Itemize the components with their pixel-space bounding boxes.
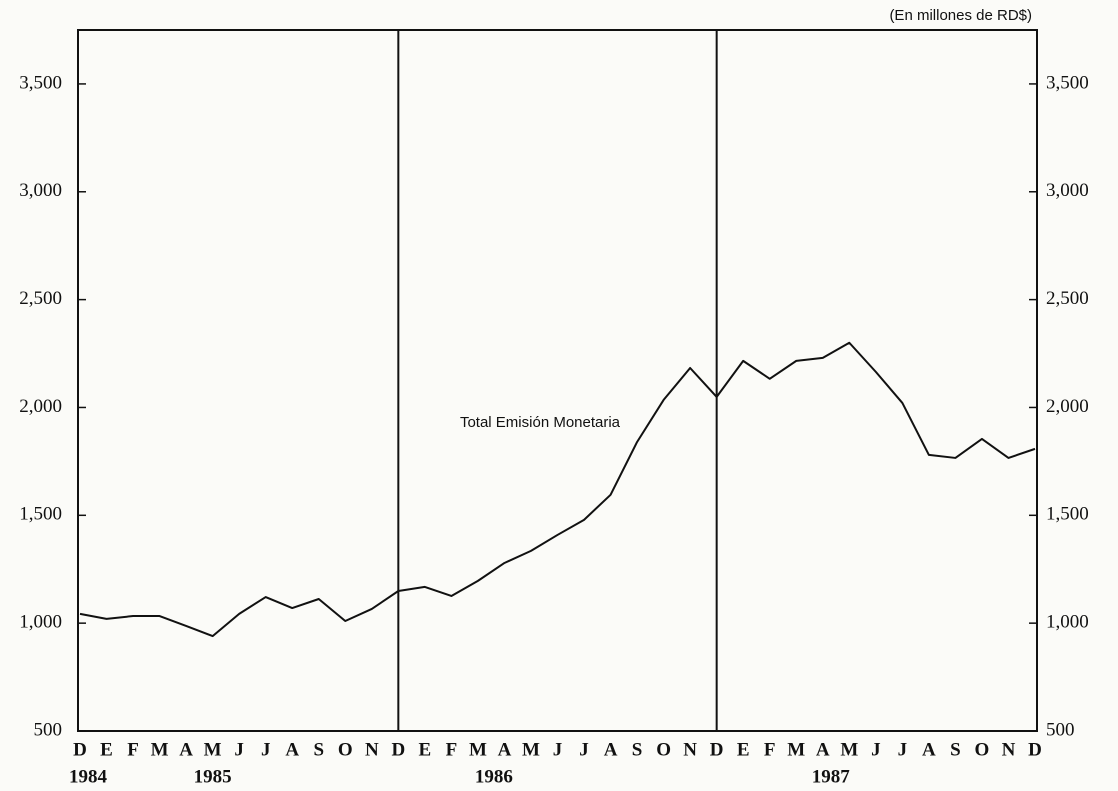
x-tick-label: F: [764, 739, 776, 760]
year-label: 1985: [194, 766, 232, 787]
y2-tick-label: 1,500: [1046, 504, 1089, 525]
x-tick-label: S: [950, 739, 961, 760]
x-tick-label: E: [419, 739, 432, 760]
y-tick-label: 1,000: [19, 612, 62, 633]
x-tick-label: F: [127, 739, 139, 760]
x-tick-label: A: [604, 739, 618, 760]
x-tick-label: E: [100, 739, 113, 760]
x-tick-label: A: [285, 739, 299, 760]
y-tick-label: 3,500: [19, 72, 62, 93]
x-tick-label: O: [338, 739, 353, 760]
x-tick-label: M: [151, 739, 169, 760]
y2-tick-label: 3,500: [1046, 72, 1089, 93]
x-tick-label: N: [1002, 739, 1016, 760]
x-tick-label: O: [656, 739, 671, 760]
y-tick-label: 500: [34, 719, 63, 740]
y-tick-label: 1,500: [19, 504, 62, 525]
y2-tick-label: 2,500: [1046, 288, 1089, 309]
series-annotation: Total Emisión Monetaria: [460, 414, 621, 431]
x-tick-label: S: [313, 739, 324, 760]
x-tick-label: J: [579, 739, 589, 760]
x-tick-label: J: [553, 739, 563, 760]
x-tick-label: M: [522, 739, 540, 760]
x-tick-label: A: [179, 739, 193, 760]
y2-tick-label: 2,000: [1046, 396, 1089, 417]
unit-note: (En millones de RD$): [889, 7, 1032, 24]
x-tick-label: J: [898, 739, 908, 760]
x-tick-label: M: [840, 739, 858, 760]
x-tick-label: S: [632, 739, 643, 760]
x-tick-label: F: [446, 739, 458, 760]
x-tick-label: M: [787, 739, 805, 760]
x-tick-label: J: [261, 739, 271, 760]
x-tick-label: A: [816, 739, 830, 760]
y-tick-label: 3,000: [19, 180, 62, 201]
y-tick-label: 2,500: [19, 288, 62, 309]
plot-frame: [77, 29, 1038, 732]
x-tick-label: O: [975, 739, 990, 760]
x-tick-label: D: [73, 739, 87, 760]
year-label: 1986: [475, 766, 513, 787]
x-tick-label: J: [234, 739, 244, 760]
x-tick-label: J: [871, 739, 881, 760]
year-label: 1987: [812, 766, 851, 787]
data-line: [79, 341, 1036, 638]
x-tick-label: D: [1028, 739, 1042, 760]
y2-tick-label: 1,000: [1046, 612, 1089, 633]
y2-tick-label: 500: [1046, 719, 1075, 740]
x-tick-label: A: [498, 739, 512, 760]
x-tick-label: D: [710, 739, 724, 760]
y2-tick-label: 3,000: [1046, 180, 1089, 201]
x-tick-label: M: [204, 739, 222, 760]
x-tick-label: A: [922, 739, 936, 760]
x-tick-label: N: [365, 739, 379, 760]
y-tick-label: 2,000: [19, 396, 62, 417]
x-tick-label: M: [469, 739, 487, 760]
x-tick-label: D: [391, 739, 405, 760]
x-tick-label: E: [737, 739, 750, 760]
year-label: 1984: [69, 766, 108, 787]
x-tick-label: N: [683, 739, 697, 760]
